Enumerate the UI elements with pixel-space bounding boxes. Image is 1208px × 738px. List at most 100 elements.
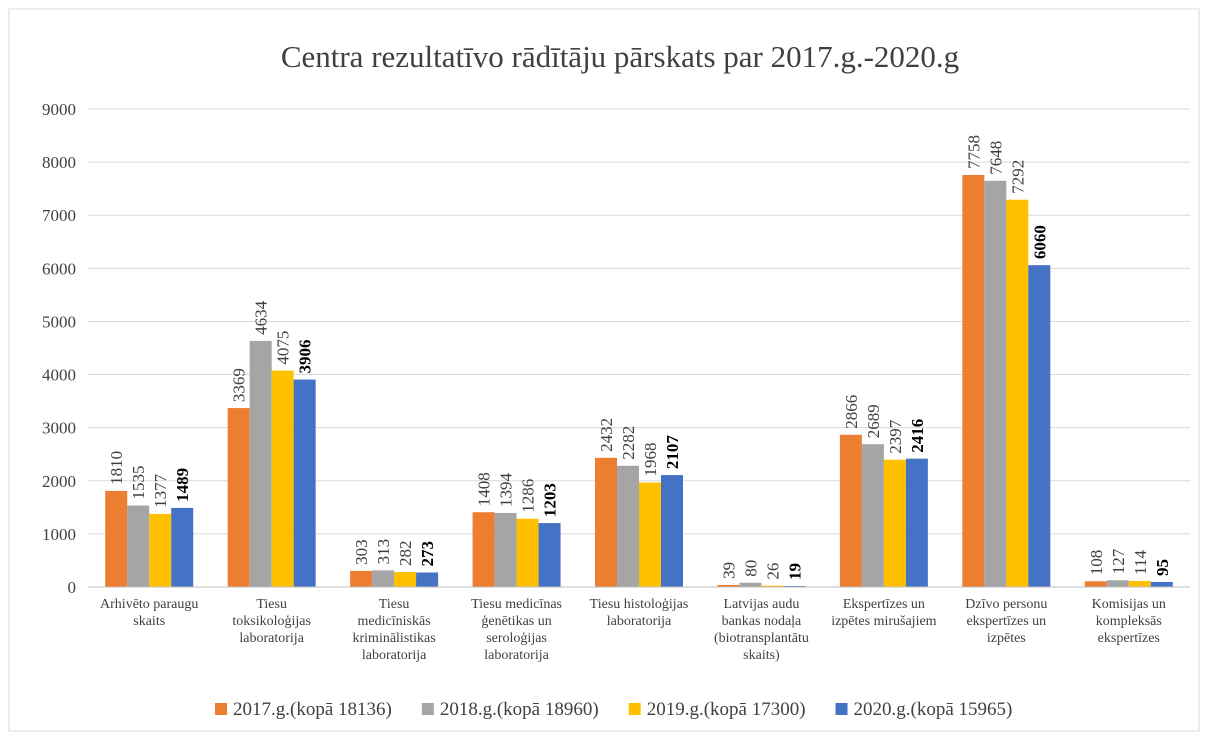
bar (1128, 580, 1151, 587)
x-tick-label-line: skaits (133, 614, 165, 629)
value-label: 1286 (519, 479, 538, 513)
bar (350, 570, 373, 587)
value-label: 2866 (842, 395, 861, 429)
value-label: 1968 (641, 442, 660, 476)
y-tick-label: 3000 (42, 419, 76, 438)
bar (1084, 581, 1107, 587)
bar (661, 475, 683, 587)
y-tick-label: 4000 (42, 366, 76, 385)
y-tick-label: 1000 (42, 525, 76, 544)
value-label: 2689 (864, 404, 883, 438)
bar (538, 523, 561, 587)
y-tick-label: 9000 (42, 100, 76, 119)
legend-label: 2017.g.(kopā 18136) (233, 699, 392, 720)
x-tick-label-line: Dzīvo personu (965, 597, 1047, 612)
value-label: 108 (1087, 550, 1106, 576)
legend-swatch (628, 703, 641, 715)
y-tick-label: 2000 (42, 472, 76, 491)
bar (249, 340, 272, 587)
bar (494, 512, 517, 587)
value-label: 2416 (908, 419, 927, 453)
x-tick-label-line: laboratorija (362, 648, 427, 663)
x-tick-label-line: izpētes (987, 631, 1026, 646)
x-tick-label: Arhivēto paraugu skaits (100, 597, 198, 629)
value-label: 114 (1131, 550, 1150, 575)
bar (839, 434, 862, 587)
bar (761, 585, 784, 587)
value-label: 2397 (886, 419, 905, 454)
x-tick-label-line: Ekspertīzes un (843, 597, 925, 612)
value-label: 273 (418, 541, 437, 567)
y-tick-label: 5000 (42, 312, 76, 331)
value-label: 1203 (541, 483, 560, 517)
chart-title: Centra rezultatīvo rādītāju pārskats par… (281, 39, 959, 74)
y-tick-label: 8000 (42, 153, 76, 172)
value-label: 303 (352, 539, 371, 565)
bar (639, 482, 661, 587)
x-tick-label-line: laboratorija (239, 631, 304, 646)
value-label: 127 (1109, 548, 1128, 574)
y-tick-label: 0 (68, 578, 77, 597)
bar (883, 459, 906, 587)
value-label: 26 (763, 563, 782, 580)
x-tick-label: Latvijas audu bankas nodaļa (biotransplant… (714, 597, 809, 663)
value-label: 1535 (129, 465, 148, 499)
x-tick-label: Ekspertīzes un izpētes mirušajiem (831, 597, 936, 629)
value-label: 282 (396, 541, 415, 567)
bar (171, 507, 194, 587)
bar (227, 408, 250, 587)
x-tick-label-line: izpētes mirušajiem (831, 614, 936, 629)
x-tick-label: Dzīvo personu ekspertīzes un izpētes (965, 597, 1047, 646)
y-tick-label: 6000 (42, 259, 76, 278)
value-label: 7758 (964, 135, 983, 169)
x-tick-label-line: Latvijas audu (724, 597, 800, 612)
bar (1006, 199, 1029, 587)
bar (516, 518, 539, 587)
legend-swatch (421, 703, 434, 715)
bar (293, 379, 316, 587)
x-tick-label: Tiesu medicīniskās kriminālistikas laborato… (353, 597, 436, 663)
bar (861, 444, 884, 587)
bar (271, 370, 294, 587)
bar (149, 513, 172, 587)
x-tick-label-line: toksikoloģijas (232, 613, 311, 629)
bar (905, 458, 928, 587)
bar (127, 505, 150, 587)
bar (472, 512, 495, 587)
x-tick-label-line: kriminālistikas (353, 631, 436, 646)
value-label: 7292 (1008, 160, 1027, 194)
x-tick-label-line: seroloģijas (486, 630, 547, 646)
bar (416, 572, 439, 587)
bar (1028, 265, 1051, 587)
value-label: 3906 (296, 340, 315, 374)
x-tick-label-line: ekspertīzes un (966, 614, 1046, 629)
value-label: 1408 (475, 472, 494, 506)
bar (1106, 580, 1129, 587)
bar (717, 584, 740, 587)
value-label: 2282 (619, 426, 638, 460)
x-tick-label-line: skaits) (743, 648, 780, 663)
legend-label: 2018.g.(kopā 18960) (440, 699, 599, 720)
value-label: 19 (785, 563, 804, 580)
value-label: 39 (719, 562, 738, 579)
bar (739, 582, 762, 587)
value-label: 7648 (986, 141, 1005, 175)
x-tick-label-line: kompleksās (1096, 614, 1162, 629)
x-tick-label: Tiesu medicīnas ģenētikas un seroloģijas la… (471, 597, 562, 663)
x-tick-label-line: Tiesu histoloģijas (590, 596, 689, 612)
x-tick-label-line: laboratorija (607, 614, 672, 629)
x-tick-label-line: laboratorija (484, 648, 549, 663)
value-label: 1377 (151, 473, 170, 508)
y-tick-label: 7000 (42, 206, 76, 225)
legend-swatch (215, 703, 227, 715)
legend-swatch (835, 703, 848, 715)
bar (595, 457, 617, 587)
bar (617, 465, 639, 587)
bar (372, 570, 395, 587)
x-tick-label-line: ģenētikas un (481, 613, 551, 629)
value-label: 3369 (230, 368, 249, 402)
x-tick-label-line: (biotransplantātu (714, 631, 809, 646)
x-tick-label-line: bankas nodaļa (722, 614, 802, 629)
value-label: 4634 (252, 300, 271, 335)
